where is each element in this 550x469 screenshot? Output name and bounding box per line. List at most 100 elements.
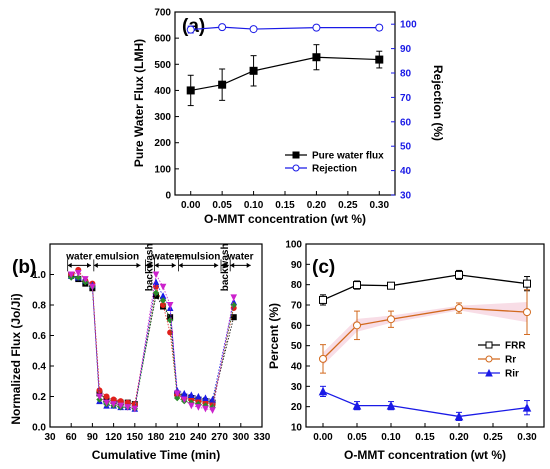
panel-c-legend-marker <box>485 355 493 363</box>
panel-b-data-point <box>209 407 216 414</box>
panel-b-data-point <box>202 394 209 402</box>
panel-a-y-tick-label: 0 <box>165 191 171 202</box>
panel-b-data-point <box>230 294 238 301</box>
panel-a-x-tick-label: 0.10 <box>244 200 264 211</box>
panel-c-legend-label: Rr <box>505 355 516 366</box>
panel-b-data-point <box>152 289 160 297</box>
panel-c-x-tick-label: 0.20 <box>449 432 469 443</box>
panel-a-x-tick-label: 0.05 <box>212 200 232 211</box>
panel-c-y-axis-title: Percent (%) <box>267 303 281 369</box>
panel-b-y-tick-label: 1.0 <box>32 270 46 281</box>
panel-c-x-axis-title: O-MMT concentration (wt %) <box>344 448 506 462</box>
panel-b-y-tick-label: 0.4 <box>32 362 46 373</box>
panel-a-y2-tick-label: 40 <box>400 166 412 177</box>
panel-b-x-tick-label: 30 <box>44 432 56 443</box>
panel-c-legend-marker <box>485 341 493 349</box>
panel-b-x-tick-label: 90 <box>87 432 99 443</box>
panel-c-data-point <box>522 403 532 412</box>
panel-b-y-axis-title: Normalized Flux (Jo/Ji) <box>9 293 23 424</box>
panel-a-data-point <box>312 23 321 32</box>
panel-c-data-point <box>319 295 327 304</box>
panel-a-data-point <box>375 55 384 64</box>
panel-c-y-tick-label: 50 <box>291 341 303 352</box>
panel-c-x-tick-label: 0.15 <box>415 432 435 443</box>
panel-b-data-point <box>96 393 103 401</box>
panel-c-data-point <box>318 386 328 396</box>
panel-a-y2-tick-label: 100 <box>400 20 417 31</box>
panel-a-y-tick-label: 600 <box>154 34 171 45</box>
panel-b-series-line-0 <box>70 274 235 405</box>
panel-b-x-tick-label: 240 <box>190 432 207 443</box>
panel-b-segment-label: emulsion <box>176 251 220 262</box>
panel-a-y2-tick-label: 30 <box>400 191 412 202</box>
panel-b-data-point <box>89 283 96 291</box>
panel-b-series-line-4 <box>71 272 235 411</box>
panel-a-x-tick-label: 0.20 <box>307 200 327 211</box>
panel-a-y2-tick-label: 60 <box>400 117 412 128</box>
panel-a-legend-marker <box>292 151 300 159</box>
panel-b-segment-label: water <box>65 251 92 262</box>
panel-a-y-tick-label: 500 <box>154 60 171 71</box>
panel-b-segment-label: emulsion <box>95 251 139 262</box>
panel-b-x-tick-label: 270 <box>211 432 228 443</box>
panel-c-series-line-2 <box>322 390 528 418</box>
panel-b-segment-arrowhead <box>145 262 150 268</box>
panel-a-x-tick-label: 0.00 <box>181 200 201 211</box>
panel-b-y-tick-label: 0.8 <box>32 301 46 312</box>
panel-b-data-point <box>82 276 89 283</box>
panel-c-data-point <box>353 281 361 290</box>
panel-c-data-point <box>319 354 327 363</box>
panel-a: (a) O-MMT concentration (wt %) Pure Wate… <box>132 8 445 227</box>
panel-a-y-tick-label: 300 <box>154 112 171 123</box>
panel-c-legend-label: FRR <box>505 341 526 352</box>
panel-b-data-point <box>75 274 82 281</box>
panel-a-data-point <box>186 86 195 95</box>
panel-c-rr-band <box>323 302 527 366</box>
panel-c-data-point <box>352 401 362 410</box>
panel-c-x-tick-label: 0.05 <box>347 432 367 443</box>
panel-c-data-point <box>455 304 463 313</box>
panel-b-segment-arrowhead <box>86 262 91 268</box>
panel-c-y-tick-label: 60 <box>291 321 303 332</box>
panel-b-y-tick-label: 0.6 <box>32 331 46 342</box>
panel-b-data-point <box>103 399 110 407</box>
panel-b-y-tick-label: 0.0 <box>32 423 46 434</box>
panel-a-x-tick-label: 0.25 <box>338 200 358 211</box>
panel-b-segment-arrowhead <box>178 262 183 268</box>
panel-b-data-point <box>74 269 82 277</box>
panel-a-data-point <box>375 23 384 32</box>
panel-c-data-point <box>523 279 531 288</box>
panel-b-data-point <box>131 405 139 413</box>
panel-b-data-point <box>180 389 188 397</box>
panel-c-x-tick-label: 0.00 <box>313 432 333 443</box>
panel-b-data-point <box>166 302 174 309</box>
panel-c-y-tick-label: 90 <box>291 260 303 271</box>
panel-c-y-tick-label: 80 <box>291 280 303 291</box>
panel-b-segment-label: water <box>151 251 178 262</box>
panel-c-x-tick-label: 0.30 <box>517 432 537 443</box>
panel-b-x-tick-label: 300 <box>232 432 249 443</box>
panel-b-x-tick-label: 330 <box>254 432 271 443</box>
panel-a-y-tick-label: 400 <box>154 86 171 97</box>
panel-a-y2-tick-label: 50 <box>400 142 412 153</box>
panel-c-label: (c) <box>312 257 335 278</box>
panel-c-legend-marker <box>485 368 493 377</box>
panel-b-data-point <box>188 391 195 398</box>
panel-b-data-point <box>173 390 181 398</box>
panel-c-legend-label: Rir <box>505 369 519 380</box>
panel-b-segment-arrowhead <box>230 262 235 268</box>
panel-c-y-tick-label: 20 <box>291 402 303 413</box>
panel-b-data-point <box>173 394 181 402</box>
panel-b-segment-arrowhead <box>154 262 159 268</box>
panel-a-y2-tick-label: 70 <box>400 93 412 104</box>
panel-b-x-tick-label: 180 <box>148 432 165 443</box>
panel-b-y-tick-label: 0.2 <box>32 392 46 403</box>
panel-b-data-point <box>110 401 117 408</box>
panel-b-segment-label: water <box>226 251 253 262</box>
panel-b-data-point <box>159 283 167 291</box>
panel-a-data-point <box>186 25 195 34</box>
panel-a-data-point <box>249 25 258 34</box>
panel-b-data-point <box>195 392 202 400</box>
panel-b-x-tick-label: 120 <box>105 432 122 443</box>
